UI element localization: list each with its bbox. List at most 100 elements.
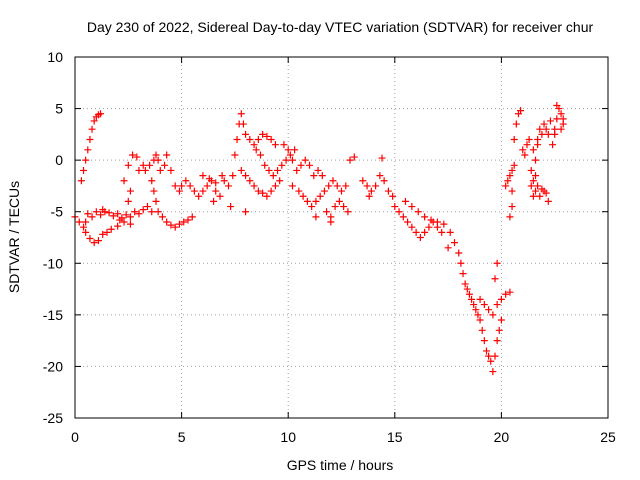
data-point bbox=[254, 136, 262, 144]
x-axis-ticks: 0 5 10 15 20 25 bbox=[71, 57, 616, 445]
data-point bbox=[190, 187, 198, 195]
x-tick-label: 5 bbox=[178, 429, 186, 445]
data-point bbox=[497, 316, 505, 324]
data-point bbox=[167, 221, 175, 229]
data-point bbox=[544, 130, 552, 138]
data-point bbox=[493, 259, 501, 267]
data-point bbox=[220, 177, 228, 185]
data-point bbox=[414, 208, 422, 216]
data-point bbox=[344, 208, 352, 216]
data-point bbox=[303, 197, 311, 205]
data-point bbox=[109, 212, 117, 220]
data-point bbox=[80, 223, 88, 231]
data-point bbox=[154, 208, 162, 216]
data-point bbox=[141, 166, 149, 174]
y-axis-ticks: -25 -20 -15 -10 -5 0 5 10 bbox=[43, 49, 608, 426]
data-point bbox=[510, 161, 518, 169]
data-point bbox=[75, 218, 83, 226]
data-point bbox=[276, 177, 284, 185]
data-point bbox=[148, 177, 156, 185]
data-point bbox=[380, 177, 388, 185]
data-point bbox=[237, 166, 245, 174]
data-point bbox=[163, 218, 171, 226]
data-point bbox=[444, 244, 452, 252]
data-point bbox=[472, 306, 480, 314]
data-point bbox=[427, 216, 435, 224]
data-point bbox=[237, 110, 245, 118]
data-point bbox=[225, 182, 233, 190]
x-axis-label: GPS time / hours bbox=[287, 457, 394, 473]
data-point bbox=[553, 101, 561, 109]
data-point bbox=[553, 115, 561, 123]
data-point bbox=[333, 182, 341, 190]
data-point bbox=[482, 347, 490, 355]
data-point bbox=[295, 187, 303, 195]
data-point bbox=[421, 228, 429, 236]
data-point bbox=[242, 208, 250, 216]
data-point bbox=[99, 230, 107, 238]
data-point bbox=[459, 270, 467, 278]
data-point bbox=[90, 239, 98, 247]
data-point bbox=[205, 175, 213, 183]
data-point bbox=[252, 146, 260, 154]
data-point bbox=[299, 192, 307, 200]
data-point bbox=[84, 210, 92, 218]
data-point bbox=[175, 187, 183, 195]
data-point bbox=[367, 187, 375, 195]
data-point bbox=[218, 172, 226, 180]
data-point bbox=[523, 141, 531, 149]
data-point bbox=[310, 172, 318, 180]
data-point bbox=[171, 182, 179, 190]
data-point bbox=[401, 197, 409, 205]
data-point bbox=[508, 187, 516, 195]
data-point bbox=[489, 368, 497, 376]
data-point bbox=[139, 161, 147, 169]
data-point bbox=[242, 172, 250, 180]
y-tick-label: -15 bbox=[43, 307, 63, 323]
data-point bbox=[425, 223, 433, 231]
y-tick-label: -20 bbox=[43, 358, 63, 374]
data-point bbox=[340, 203, 348, 211]
data-point bbox=[195, 192, 203, 200]
data-point bbox=[167, 166, 175, 174]
data-point bbox=[88, 213, 96, 221]
data-point bbox=[457, 259, 465, 267]
data-point bbox=[210, 197, 218, 205]
data-point bbox=[506, 288, 514, 296]
data-point bbox=[395, 208, 403, 216]
data-point bbox=[229, 172, 237, 180]
data-point bbox=[468, 295, 476, 303]
data-point bbox=[529, 192, 537, 200]
data-point bbox=[131, 208, 139, 216]
data-point bbox=[463, 285, 471, 293]
data-point bbox=[450, 239, 458, 247]
data-point bbox=[408, 203, 416, 211]
data-point bbox=[82, 156, 90, 164]
data-point bbox=[135, 166, 143, 174]
data-point bbox=[256, 151, 264, 159]
data-point bbox=[440, 220, 448, 228]
data-point bbox=[280, 141, 288, 149]
data-point bbox=[227, 203, 235, 211]
data-point bbox=[105, 209, 113, 217]
data-point bbox=[92, 208, 100, 216]
data-point bbox=[94, 237, 102, 245]
data-point bbox=[124, 161, 132, 169]
data-point bbox=[384, 187, 392, 195]
data-point bbox=[261, 161, 269, 169]
data-point bbox=[114, 222, 122, 230]
data-point bbox=[521, 151, 529, 159]
data-point bbox=[408, 223, 416, 231]
data-point bbox=[80, 166, 88, 174]
data-point bbox=[314, 166, 322, 174]
data-point bbox=[493, 301, 501, 309]
data-point bbox=[491, 352, 499, 360]
data-point bbox=[510, 136, 518, 144]
data-point bbox=[122, 211, 130, 219]
data-point bbox=[318, 172, 326, 180]
data-point bbox=[99, 206, 107, 214]
data-point bbox=[544, 197, 552, 205]
data-point bbox=[269, 172, 277, 180]
data-point bbox=[412, 228, 420, 236]
data-point bbox=[320, 187, 328, 195]
